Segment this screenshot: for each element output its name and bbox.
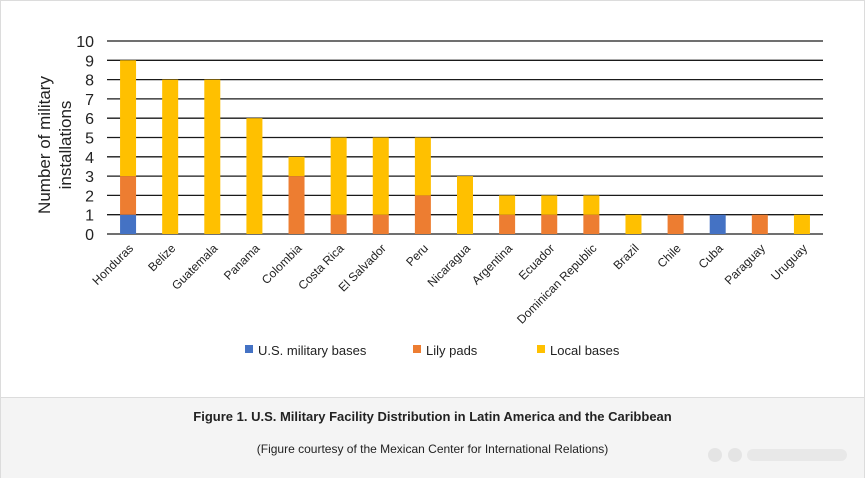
x-tick-label: Brazil	[610, 241, 641, 272]
y-tick-label: 8	[85, 73, 94, 90]
bar-segment	[120, 176, 137, 215]
bar-segment	[330, 214, 347, 234]
x-tick-label: Guatemala	[169, 241, 221, 293]
x-tick-label: Ecuador	[516, 241, 558, 283]
bar-segment	[120, 60, 137, 177]
y-tick-label: 4	[85, 150, 94, 167]
bar-segment	[709, 214, 726, 234]
bar-segment	[499, 214, 516, 234]
x-tick-label: Uruguay	[768, 241, 810, 283]
y-axis-label: Number of military installations	[35, 76, 75, 214]
caption-area: Figure 1. U.S. Military Facility Distrib…	[1, 397, 864, 478]
bar-segment	[541, 195, 558, 215]
legend-label: Lily pads	[426, 343, 478, 358]
legend-swatch	[413, 345, 421, 353]
legend-swatch	[245, 345, 253, 353]
bar-segment	[414, 195, 431, 234]
x-tick-label: Dominican Republic	[514, 241, 599, 326]
figure-caption-credit: (Figure courtesy of the Mexican Center f…	[256, 442, 609, 456]
bar-segment	[120, 214, 137, 234]
bar-segment	[372, 214, 389, 234]
bar-segment	[246, 118, 263, 234]
y-tick-label: 5	[85, 131, 94, 148]
bar-segment	[288, 156, 305, 177]
bar-segment	[414, 137, 431, 196]
bar-segment	[457, 176, 473, 234]
bar-segment	[162, 79, 179, 234]
bar-segment	[288, 176, 305, 234]
y-tick-label: 10	[76, 34, 94, 51]
bar-segment	[330, 137, 347, 215]
legend-item: Lily pads	[413, 343, 478, 358]
bar-segment	[751, 214, 768, 234]
bar-segment	[793, 214, 810, 234]
legend-item: U.S. military bases	[245, 343, 367, 358]
legend-item: Local bases	[537, 343, 620, 358]
bar-segment	[372, 137, 389, 215]
bar-segment	[499, 195, 516, 215]
y-tick-label: 6	[85, 111, 94, 128]
bar-segment	[583, 195, 600, 215]
legend-label: Local bases	[550, 343, 620, 358]
chart-area: 0 1 2 3 4 5 6 7 8 9 10 Honduras Belize Guatemala Pana…	[1, 1, 864, 397]
bar-segment	[667, 214, 684, 234]
bars	[120, 60, 810, 234]
legend: U.S. military bases Lily pads Local bases	[245, 343, 620, 358]
y-tick-label: 0	[85, 227, 94, 244]
x-tick-label: Chile	[654, 241, 683, 270]
y-tick-labels: 0 1 2 3 4 5 6 7 8 9 10	[76, 34, 94, 244]
x-tick-label: Argentina	[469, 241, 515, 287]
watermark-dots	[705, 445, 855, 470]
x-tick-label: Belize	[145, 241, 178, 274]
bar-segment	[625, 214, 642, 234]
legend-label: U.S. military bases	[258, 343, 367, 358]
bar-segment	[541, 214, 558, 234]
x-tick-label: Nicaragua	[425, 241, 474, 290]
bar-segment	[204, 79, 221, 234]
legend-swatch	[537, 345, 545, 353]
gridlines	[107, 40, 823, 235]
x-tick-label: Panama	[221, 241, 263, 283]
y-tick-label: 7	[85, 92, 94, 109]
y-tick-label: 2	[85, 188, 94, 205]
y-tick-label: 1	[85, 208, 94, 225]
figure-caption-title: Figure 1. U.S. Military Facility Distrib…	[193, 409, 672, 424]
x-tick-label: Honduras	[89, 241, 136, 288]
bar-segment	[583, 214, 600, 234]
y-tick-label: 9	[85, 53, 94, 70]
x-tick-label: Paraguay	[722, 241, 768, 287]
y-tick-label: 3	[85, 169, 94, 186]
x-tick-label: Cuba	[696, 241, 726, 271]
x-tick-label: Peru	[403, 241, 431, 269]
